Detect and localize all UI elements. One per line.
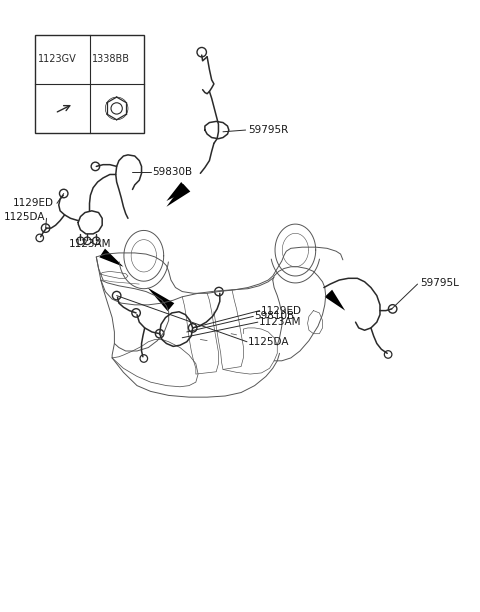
Text: 59810B: 59810B: [255, 312, 295, 321]
Text: 59795R: 59795R: [248, 125, 288, 135]
Text: 59830B: 59830B: [152, 167, 192, 177]
Polygon shape: [167, 184, 191, 207]
Polygon shape: [99, 248, 123, 267]
Text: 1123AM: 1123AM: [69, 239, 112, 248]
Text: 1129ED: 1129ED: [261, 305, 301, 316]
Bar: [35, 35, 144, 133]
Text: 1123AM: 1123AM: [259, 317, 301, 327]
Polygon shape: [147, 288, 174, 311]
Polygon shape: [324, 289, 345, 311]
Text: 59795L: 59795L: [420, 278, 459, 288]
Text: 1129ED: 1129ED: [13, 198, 54, 208]
Text: 1338BB: 1338BB: [92, 54, 131, 64]
Text: 1123GV: 1123GV: [38, 54, 77, 64]
Text: 1125DA: 1125DA: [248, 337, 289, 347]
Text: 1125DA: 1125DA: [4, 212, 45, 222]
Polygon shape: [167, 182, 188, 201]
